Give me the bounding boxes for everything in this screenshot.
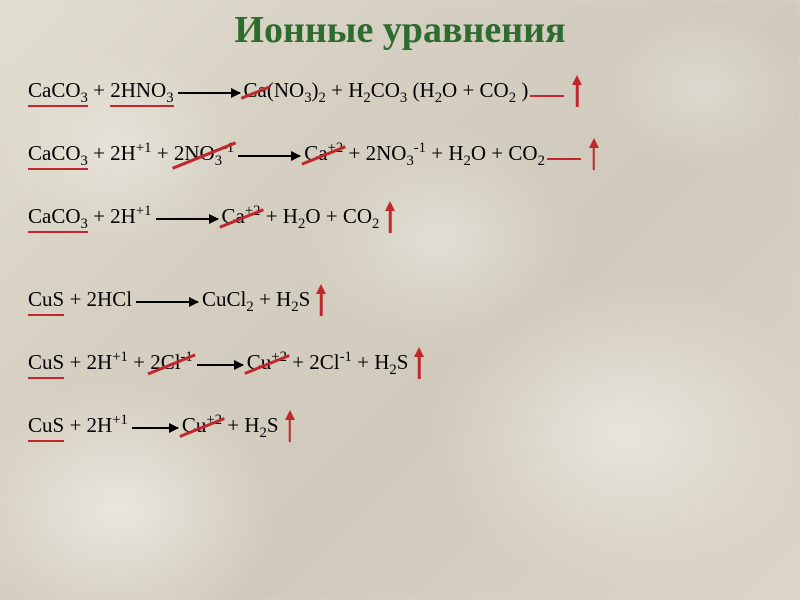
underlined-term: CaCO3 [28, 78, 88, 107]
reaction-arrow-icon [152, 206, 222, 231]
gas-up-arrow-icon [383, 203, 397, 233]
gas-up-arrow-icon [587, 140, 601, 170]
equation-text: + 2H+1 + [88, 141, 174, 165]
strikethrough-term: Ca+2 [304, 141, 343, 168]
strikethrough-term: Cu+2 [182, 413, 222, 440]
underlined-term: CuS [28, 350, 64, 379]
strikethrough-term: Ca+2 [222, 204, 261, 231]
reaction-arrow-icon [128, 415, 182, 440]
gas-up-arrow-icon [412, 349, 426, 379]
reaction-arrow-icon [132, 289, 202, 314]
equation-row: CaCO3 + 2HNO3 Ca(NO3)2 + H2CO3 (H2O + CO… [0, 70, 800, 114]
strikethrough-term: 2Cl-1 [150, 350, 193, 377]
page-title: Ионные уравнения [0, 8, 800, 52]
strikethrough-term: 2NO3-1 [174, 141, 234, 168]
equation-text: + 2H+1 [88, 204, 152, 228]
equation-row: CuS + 2HCl CuCl2 + H2S [0, 279, 800, 323]
equation-text: + H2O + CO2 [260, 204, 379, 228]
reaction-arrow-icon [174, 80, 244, 105]
underlined-term: CaCO3 [28, 141, 88, 170]
equation-text: + 2HCl [64, 287, 132, 311]
equation-text: (NO3)2 + H2CO3 (H2O + CO2 ) [267, 78, 528, 102]
reaction-arrow-icon [234, 143, 304, 168]
equation-text: + [88, 78, 110, 102]
slide-content: Ионные уравнения CaCO3 + 2HNO3 Ca(NO3)2 … [0, 0, 800, 449]
strikethrough-term: Ca [244, 78, 267, 105]
underlined-term: 2HNO3 [110, 78, 173, 107]
equation-row: CaCO3 + 2H+1 + 2NO3-1 Ca+2 + 2NO3-1 + H2… [0, 133, 800, 177]
equation-text: CuCl2 + H2S [202, 287, 310, 311]
equation-row: CuS + 2H+1 + 2Cl-1 Cu+2 + 2Cl-1 + H2S [0, 342, 800, 386]
equation-text: + H2S [222, 413, 279, 437]
blank-underline [547, 158, 581, 160]
reaction-arrow-icon [193, 352, 247, 377]
equation-text: + 2Cl-1 + H2S [287, 350, 408, 374]
equation-row: CaCO3 + 2H+1 Ca+2 + H2O + CO2 [0, 196, 800, 240]
underlined-term: CuS [28, 413, 64, 442]
strikethrough-term: Cu+2 [247, 350, 287, 377]
gas-up-arrow-icon [314, 286, 328, 316]
equation-text: + 2H+1 + [64, 350, 150, 374]
equation-row: CuS + 2H+1 Cu+2 + H2S [0, 405, 800, 449]
equation-text: + 2NO3-1 + H2O + CO2 [343, 141, 545, 165]
underlined-term: CuS [28, 287, 64, 316]
underlined-term: CaCO3 [28, 204, 88, 233]
equation-list: CaCO3 + 2HNO3 Ca(NO3)2 + H2CO3 (H2O + CO… [0, 70, 800, 449]
gas-up-arrow-icon [283, 412, 297, 442]
equation-text: + 2H+1 [64, 413, 128, 437]
blank-underline [530, 95, 564, 97]
gas-up-arrow-icon [570, 77, 584, 107]
